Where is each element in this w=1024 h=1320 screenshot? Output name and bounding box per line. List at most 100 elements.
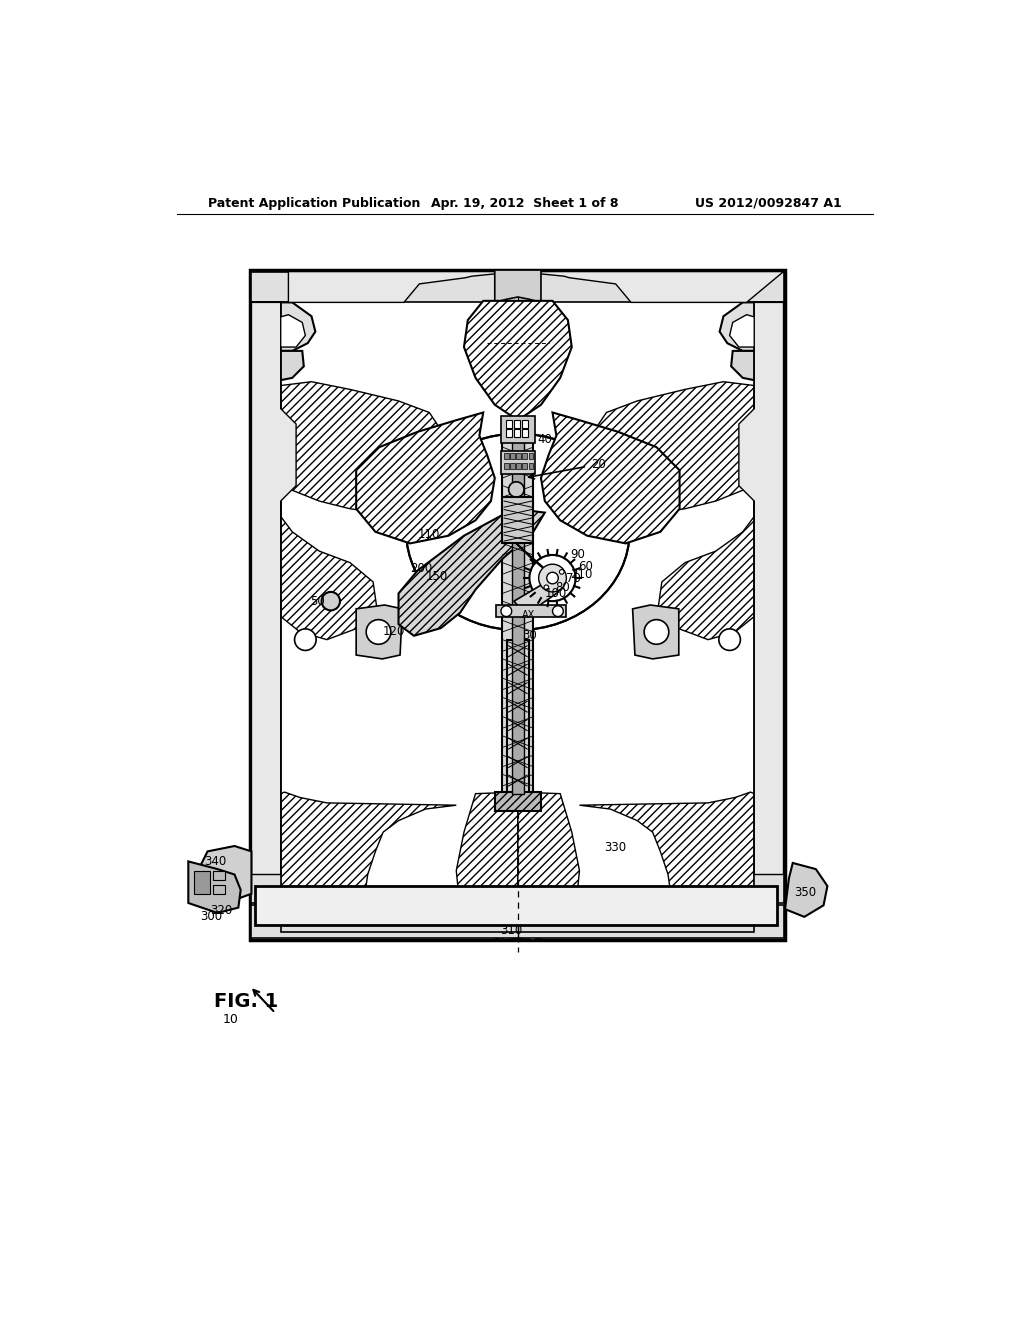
Text: 50: 50 [310,594,325,607]
Polygon shape [720,302,783,351]
Bar [501,451,535,474]
Bar [507,640,528,793]
Bar [252,302,281,903]
Polygon shape [495,271,541,302]
Text: 70: 70 [565,572,581,585]
Polygon shape [518,792,580,940]
Text: 30: 30 [521,630,537,643]
Polygon shape [281,906,755,932]
Circle shape [322,591,340,610]
Bar [514,420,520,428]
Bar [503,420,534,793]
Polygon shape [289,272,518,302]
Bar [501,416,535,444]
Bar [516,453,521,459]
Bar [495,792,541,812]
Text: FIG. 1: FIG. 1 [214,993,278,1011]
Bar [516,462,521,469]
Circle shape [367,619,391,644]
Circle shape [553,606,563,616]
Bar [506,429,512,437]
Bar [521,420,528,428]
Text: 150: 150 [425,570,447,583]
Text: 210: 210 [570,568,593,581]
Bar [514,429,520,437]
Text: 110: 110 [418,528,440,541]
Text: Apr. 19, 2012  Sheet 1 of 8: Apr. 19, 2012 Sheet 1 of 8 [431,197,618,210]
Polygon shape [252,302,296,874]
Polygon shape [252,351,304,381]
Text: 80: 80 [555,581,569,594]
Bar [497,605,565,618]
Polygon shape [514,582,559,615]
Polygon shape [188,862,241,913]
Bar [195,871,210,894]
Polygon shape [633,605,679,659]
Circle shape [509,482,524,498]
Bar [512,420,524,793]
Bar [506,420,512,428]
Polygon shape [269,314,305,347]
Text: 200: 200 [410,562,432,576]
Circle shape [539,564,566,591]
Text: 10: 10 [223,1012,239,1026]
Text: AX: AX [521,610,535,620]
Text: US 2012/0092847 A1: US 2012/0092847 A1 [695,197,842,210]
Polygon shape [591,381,755,516]
Text: 310: 310 [501,924,523,937]
Text: 40: 40 [538,433,552,446]
Text: 90: 90 [570,548,585,561]
Polygon shape [580,792,755,932]
Bar [250,271,785,940]
Polygon shape [518,272,783,302]
Bar [510,462,515,469]
Bar [755,302,783,903]
Bar [522,462,527,469]
Polygon shape [516,544,560,582]
Circle shape [559,570,564,574]
Polygon shape [730,314,766,347]
Polygon shape [356,605,402,659]
Bar [528,453,534,459]
Bar [528,462,534,469]
Text: 20: 20 [591,458,606,471]
Text: 340: 340 [204,855,226,869]
Bar [255,886,777,924]
Bar [504,453,509,459]
Circle shape [547,573,558,583]
Polygon shape [398,508,545,636]
Polygon shape [252,302,315,351]
Polygon shape [281,792,457,932]
Text: 120: 120 [383,626,406,639]
Bar [213,871,224,880]
Circle shape [644,619,669,644]
Bar [522,453,527,459]
Polygon shape [731,351,783,381]
Circle shape [719,628,740,651]
Bar [252,906,783,937]
Circle shape [529,554,575,601]
Polygon shape [356,412,495,544]
Bar [252,272,783,302]
Text: 350: 350 [795,886,816,899]
Text: 330: 330 [604,841,627,854]
Polygon shape [464,301,571,420]
Bar [510,453,515,459]
Bar [504,462,509,469]
Text: 300: 300 [200,911,222,924]
Text: 100: 100 [545,587,567,601]
Text: 320: 320 [210,904,232,917]
Text: 60: 60 [578,560,593,573]
Text: Patent Application Publication: Patent Application Publication [208,197,420,210]
Polygon shape [457,792,518,940]
Polygon shape [281,502,377,640]
Polygon shape [541,412,680,544]
Polygon shape [658,502,755,640]
Bar [521,429,528,437]
Circle shape [544,585,549,590]
Polygon shape [785,863,827,917]
Polygon shape [281,381,444,516]
Bar [213,884,224,894]
Ellipse shape [407,434,630,630]
Bar [503,498,534,544]
